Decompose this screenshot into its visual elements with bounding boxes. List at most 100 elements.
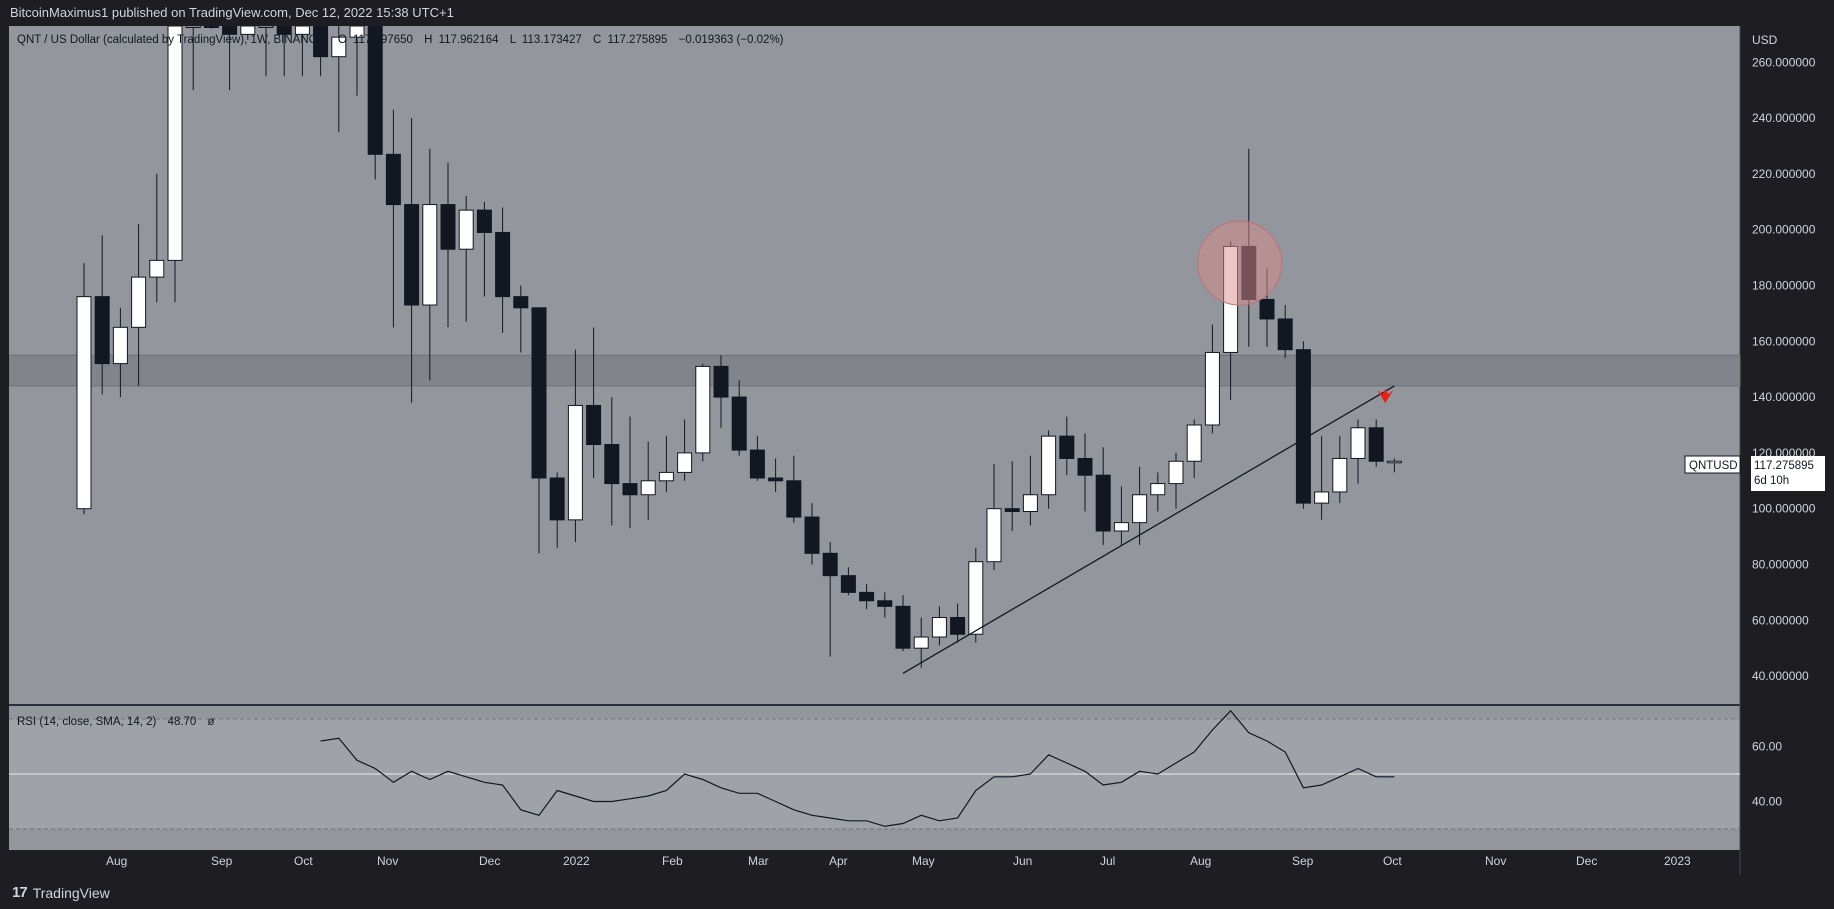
price-tick-label: 160.000000 (1752, 334, 1816, 348)
currency-label: USD (1752, 33, 1778, 47)
candle-body (1004, 508, 1020, 512)
candle-body (786, 480, 802, 518)
candle-body (495, 231, 511, 298)
time-axis-label: Apr (829, 854, 848, 868)
candle (913, 617, 929, 668)
price-tag-countdown: 6d 10h (1754, 475, 1789, 487)
candle (404, 118, 420, 403)
candle-body (131, 276, 147, 328)
candle-body (440, 204, 456, 250)
candle (112, 307, 128, 398)
candle (950, 603, 966, 643)
candle-body (1332, 457, 1348, 493)
candle-body (1259, 298, 1275, 320)
candle-body (1132, 494, 1148, 524)
candle-body (1168, 460, 1184, 485)
candle (531, 307, 547, 554)
time-axis-label: Nov (1485, 854, 1506, 868)
candle (1277, 305, 1293, 359)
rsi-axis-ticks: 60.00 40.00 (1752, 740, 1782, 809)
symbol-legend: QNT / US Dollar (calculated by TradingVi… (17, 34, 784, 46)
time-axis-label: Dec (479, 854, 500, 868)
candle-body (658, 471, 674, 482)
rejection-highlight-circle (1197, 220, 1283, 306)
candle (677, 419, 693, 481)
candle-body (1350, 427, 1366, 459)
candle (640, 441, 656, 520)
candle (695, 363, 711, 462)
time-axis-label: Sep (211, 854, 233, 868)
candle-body (1314, 491, 1330, 504)
rsi-tick-label: 40.00 (1752, 795, 1782, 809)
candle (1113, 486, 1129, 545)
candle-body (1077, 457, 1093, 476)
candle (1295, 341, 1311, 509)
candle (840, 567, 856, 596)
candle (1150, 472, 1166, 512)
candle-body (1204, 351, 1220, 426)
symbol-title: QNT / US Dollar (calculated by TradingVi… (17, 34, 325, 46)
tradingview-brand[interactable]: 17 TradingView (12, 884, 110, 901)
candle-body (294, 25, 310, 35)
price-tick-label: 180.000000 (1752, 278, 1816, 292)
candle (1004, 461, 1020, 532)
high-label: H (424, 34, 432, 46)
candle-body (276, 25, 292, 35)
candle-body (385, 153, 401, 206)
candle (859, 584, 875, 610)
candle-body (549, 477, 565, 521)
candle-body (968, 561, 984, 635)
candle (1168, 452, 1184, 509)
time-axis-label: Jun (1013, 854, 1032, 868)
candle-body (749, 449, 765, 479)
close-label: C (593, 34, 601, 46)
price-tag-symbol: QNTUSD (1689, 460, 1738, 472)
candle (476, 201, 492, 297)
time-axis-label: May (912, 854, 935, 868)
candle-body (586, 404, 602, 446)
candle (203, 25, 219, 29)
candle (185, 25, 201, 91)
rsi-line (320, 709, 1395, 827)
chart-frame: 260.000000 240.000000 220.000000 200.000000… (8, 25, 1825, 875)
candle (458, 196, 474, 322)
rsi-legend: RSI (14, close, SMA, 14, 2) 48.70 ø (17, 716, 215, 728)
candle (1095, 447, 1111, 545)
candle (877, 592, 893, 618)
time-axis-label: Sep (1292, 854, 1314, 868)
candle-body (731, 396, 747, 451)
open-label: O (338, 34, 347, 46)
candle (586, 327, 602, 478)
candle-body (185, 25, 201, 28)
rsi-hidden-icon: ø (208, 716, 215, 728)
candle (822, 542, 838, 657)
candle-body (476, 209, 492, 233)
time-axis-label: Oct (1383, 854, 1402, 868)
candle (1077, 433, 1093, 512)
tradingview-logo-icon: 17 (12, 884, 28, 901)
time-axis-label: Aug (1190, 854, 1211, 868)
candle (1132, 466, 1148, 545)
low-label: L (510, 34, 517, 46)
price-tag-value: 117.275895 (1754, 460, 1814, 472)
price-scale-background (1740, 26, 1825, 875)
low-value: 113.173427 (522, 34, 582, 46)
candle-body (895, 605, 911, 649)
price-axis-ticks: 260.000000 240.000000 220.000000 200.000000… (1752, 55, 1816, 683)
ascending-support-trendline (902, 385, 1395, 674)
chart-area[interactable]: 260.000000 240.000000 220.000000 200.000000… (8, 25, 1825, 875)
candle-body (859, 591, 875, 602)
price-tick-label: 240.000000 (1752, 111, 1816, 125)
candle (731, 380, 747, 456)
candle-body (1295, 349, 1311, 504)
candle-body (313, 25, 329, 58)
candle (1041, 430, 1057, 509)
candle (658, 436, 674, 492)
candle-body (604, 444, 620, 485)
candle (131, 224, 147, 386)
candle-body (1368, 427, 1384, 462)
candle-body (768, 477, 784, 482)
candle-body (840, 575, 856, 593)
candle (713, 355, 729, 428)
open-value: 117.297650 (353, 34, 413, 46)
